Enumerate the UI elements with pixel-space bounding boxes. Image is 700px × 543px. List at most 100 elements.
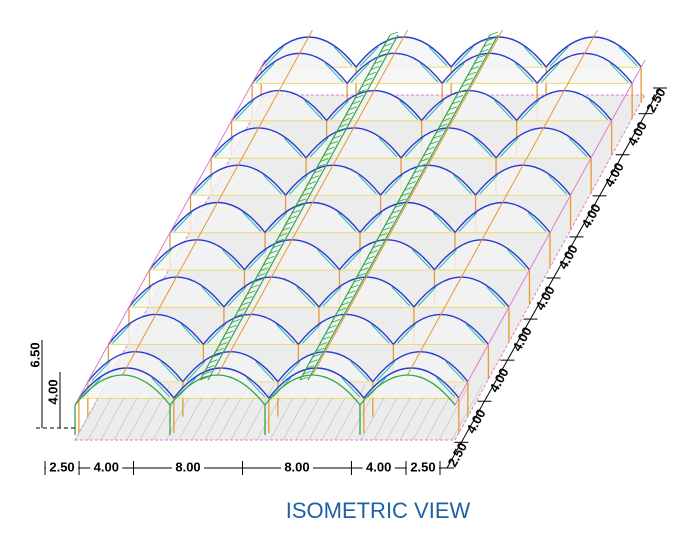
ladder-rung: [345, 112, 354, 116]
brace: [302, 324, 321, 344]
brace: [296, 286, 316, 307]
brace: [248, 249, 267, 270]
brace: [264, 46, 284, 67]
label-bg: [172, 460, 205, 476]
brace: [246, 377, 266, 398]
ladder-rung: [379, 232, 388, 237]
brace: [289, 174, 308, 195]
brace: [404, 137, 424, 158]
ladder-rung: [360, 267, 369, 272]
brace: [281, 361, 301, 382]
ridge-line: [407, 29, 598, 376]
ladder-rung: [353, 278, 362, 283]
brace: [417, 286, 437, 307]
ladder-rung: [426, 146, 435, 151]
brace: [186, 361, 206, 382]
ladder-rung: [489, 31, 499, 36]
ladder-rung: [363, 261, 372, 266]
ladder-rung: [377, 54, 386, 59]
ladder-rung: [467, 71, 476, 76]
ladder-rung: [241, 301, 250, 306]
ladder-rung: [404, 186, 413, 191]
ladder-rung: [310, 175, 319, 180]
ladder-rung: [382, 227, 391, 231]
label-bg: [362, 460, 395, 476]
ladder-rung: [260, 267, 269, 272]
brace: [363, 212, 383, 232]
ladder-rung: [439, 123, 448, 128]
ladder-rung: [326, 146, 335, 151]
ladder-rung: [237, 307, 247, 312]
width-dimension: 4.00: [94, 459, 119, 474]
ladder-rung: [212, 353, 221, 358]
brace: [520, 100, 539, 120]
ladder-rung: [307, 181, 316, 185]
ladder-rung: [342, 117, 351, 122]
brace: [173, 212, 193, 232]
ladder-rung: [228, 324, 237, 329]
ladder-rung: [458, 89, 467, 93]
ladder-rung: [209, 359, 218, 364]
height-dimension: 4.00: [45, 379, 60, 404]
ladder-rung: [442, 117, 451, 122]
brace: [384, 174, 403, 195]
ladder-rung: [407, 181, 416, 185]
ladder-rung: [474, 60, 483, 65]
brace: [494, 100, 513, 120]
brace: [445, 62, 465, 83]
brace: [428, 46, 448, 67]
width-dimension: 2.50: [410, 459, 435, 474]
ladder-rung: [366, 255, 375, 260]
brace: [438, 249, 457, 270]
brace: [333, 46, 353, 67]
ladder-rung: [323, 152, 332, 157]
brace: [568, 137, 588, 158]
ladder-rung: [480, 48, 489, 53]
ladder-rung: [247, 290, 256, 295]
brace: [255, 361, 275, 382]
brace: [479, 174, 498, 195]
ladder-rung: [234, 313, 243, 318]
ladder-rung: [413, 169, 423, 174]
brace: [419, 62, 439, 83]
side-rail: [454, 59, 646, 406]
brace: [589, 100, 608, 120]
front-arch: [74, 374, 171, 435]
brace: [425, 100, 444, 120]
ladder-rung: [351, 100, 361, 105]
ladder-rung: [394, 204, 404, 208]
brace: [548, 174, 567, 195]
ladder-rung: [339, 123, 348, 128]
brace: [378, 137, 398, 158]
ladder-rung: [358, 89, 367, 93]
ladder-rung: [301, 192, 310, 197]
brace: [436, 377, 456, 398]
ladder-rung: [199, 376, 209, 381]
ladder-rung: [398, 198, 407, 203]
ladder-rung: [315, 347, 324, 352]
ladder-rung: [282, 227, 291, 231]
brace: [540, 62, 560, 83]
ladder-rung: [298, 198, 307, 203]
ladder-rung: [391, 209, 400, 214]
ladder-rung: [448, 106, 457, 111]
ladder-rung: [269, 250, 278, 254]
ladder-rung: [325, 330, 334, 335]
ladder-rung: [483, 43, 492, 47]
brace: [207, 324, 226, 344]
ladder-rung: [410, 175, 419, 180]
ladder-rail: [307, 34, 499, 381]
ladder-rung: [372, 244, 381, 249]
ridge-line: [217, 29, 408, 376]
hatch: [451, 384, 483, 441]
brace: [222, 249, 241, 270]
width-dimension: 8.00: [175, 459, 200, 474]
ladder-rung: [275, 238, 285, 243]
ladder-rung: [367, 71, 376, 76]
brace: [201, 286, 221, 307]
brace: [454, 46, 474, 67]
ladder-rung: [225, 330, 234, 335]
ladder-rung: [266, 255, 275, 260]
ladder-rung: [215, 347, 224, 352]
ladder-rung: [385, 221, 394, 226]
